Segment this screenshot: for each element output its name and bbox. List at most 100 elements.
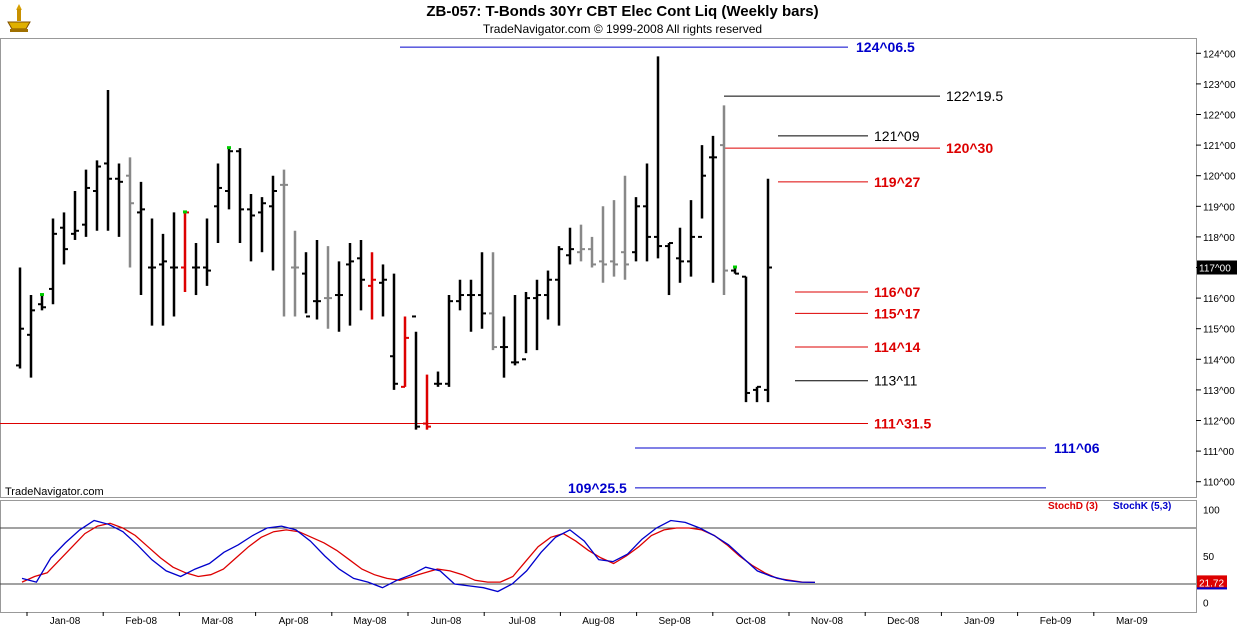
ohlc-bar	[379, 264, 387, 317]
ohlc-bar	[478, 252, 486, 329]
ohlc-bar	[258, 197, 266, 253]
price-panel-frame	[0, 38, 1197, 498]
stoch-series-line	[21, 519, 816, 593]
ohlc-bar	[577, 224, 585, 262]
bar-signal-mark	[183, 210, 187, 214]
y-tick-label: 113^00	[1203, 386, 1235, 397]
last-price-label: 117^00	[1199, 264, 1231, 275]
ohlc-bar	[324, 246, 332, 329]
y-tick-label: 112^00	[1203, 417, 1235, 428]
ohlc-bar	[401, 316, 409, 388]
ohlc-bar	[731, 265, 739, 275]
ohlc-bar	[390, 273, 398, 390]
ohlc-bar	[159, 233, 167, 326]
ohlc-bar	[566, 227, 574, 265]
y-tick-label: 122^00	[1203, 111, 1236, 122]
x-month-label: Dec-08	[887, 616, 920, 627]
ohlc-bar	[225, 146, 233, 210]
stoch-y-tick-label: 0	[1203, 599, 1209, 610]
ohlc-bar	[368, 252, 376, 320]
stoch-legend-label: StochK (5,3)	[1113, 501, 1171, 512]
level-label: 124^06.5	[856, 39, 915, 55]
ohlc-bar	[687, 200, 695, 277]
ohlc-bar	[709, 135, 717, 283]
y-tick-label: 114^00	[1203, 355, 1235, 366]
ohlc-bar	[533, 279, 541, 351]
ohlc-bar	[544, 270, 552, 320]
ohlc-bar	[214, 163, 222, 244]
ohlc-bar	[346, 243, 354, 326]
stoch-legend-label: StochD (3)	[1048, 501, 1098, 512]
x-month-label: Nov-08	[811, 616, 844, 627]
level-label: 122^19.5	[946, 88, 1003, 104]
x-month-label: Jan-09	[964, 616, 995, 627]
ohlc-bar	[126, 157, 134, 268]
ohlc-bar	[621, 175, 629, 280]
level-label: 119^27	[874, 174, 921, 190]
ohlc-bar	[555, 246, 563, 326]
ohlc-bar	[654, 56, 662, 259]
level-label: 116^07	[874, 284, 921, 300]
ohlc-bar	[753, 385, 761, 403]
ohlc-bar	[588, 236, 596, 268]
ohlc-bar	[742, 275, 750, 403]
ohlc-bar	[16, 267, 24, 369]
ohlc-bar	[291, 230, 299, 317]
ohlc-bar	[137, 181, 145, 296]
ohlc-bar	[665, 242, 673, 296]
stoch-last-value-box	[1197, 575, 1227, 590]
stoch-y-tick-label: 100	[1203, 505, 1220, 516]
y-tick-label: 110^00	[1203, 478, 1235, 489]
bar-signal-mark	[40, 293, 44, 297]
y-tick-label: 124^00	[1203, 49, 1236, 60]
level-label: 111^06	[1054, 440, 1100, 456]
ohlc-bar	[104, 90, 112, 231]
bar-signal-mark	[227, 146, 231, 150]
copyright-subtitle: TradeNavigator.com © 1999-2008 All right…	[482, 22, 763, 36]
stoch-series-line	[21, 522, 816, 584]
ohlc-bar	[93, 160, 101, 231]
y-tick-label: 111^00	[1203, 447, 1234, 458]
y-tick-label: 115^00	[1203, 325, 1235, 336]
x-month-label: Aug-08	[582, 616, 615, 627]
tradenavigator-logo-icon	[4, 2, 34, 34]
y-tick-label: 121^00	[1203, 141, 1236, 152]
ohlc-bar	[60, 212, 68, 265]
ohlc-bar	[247, 194, 255, 262]
y-tick-label: 116^00	[1203, 294, 1235, 305]
ohlc-bar	[280, 169, 288, 317]
level-label: 111^31.5	[874, 416, 931, 432]
x-month-label: Jan-08	[50, 616, 81, 627]
ohlc-bar	[313, 239, 321, 320]
ohlc-bar	[599, 206, 607, 283]
y-tick-label: 123^00	[1203, 80, 1236, 91]
ohlc-bar	[643, 163, 651, 262]
x-month-label: Feb-08	[125, 616, 157, 627]
ohlc-bar	[192, 243, 200, 296]
level-label: 109^25.5	[568, 480, 627, 496]
ohlc-bar	[489, 252, 497, 351]
level-label: 113^11	[874, 373, 918, 389]
ohlc-bar	[38, 293, 46, 311]
stoch-panel-frame	[0, 500, 1197, 613]
x-month-label: Apr-08	[279, 616, 309, 627]
ohlc-bar	[115, 163, 123, 237]
level-label: 114^14	[874, 339, 921, 355]
ohlc-bar	[236, 148, 244, 244]
ohlc-bar	[148, 218, 156, 326]
ohlc-bar	[269, 175, 277, 271]
y-tick-label: 118^00	[1203, 233, 1235, 244]
x-month-label: Jul-08	[509, 616, 537, 627]
bar-signal-mark	[733, 265, 737, 269]
ohlc-bar	[434, 371, 442, 387]
x-month-label: Mar-08	[202, 616, 234, 627]
ohlc-bar	[27, 295, 35, 378]
ohlc-bar	[445, 295, 453, 387]
ohlc-bar	[203, 218, 211, 286]
ohlc-bar	[764, 178, 772, 403]
x-month-label: Sep-08	[658, 616, 691, 627]
level-label: 121^09	[874, 128, 920, 144]
ohlc-bar	[302, 252, 310, 318]
ohlc-bar	[610, 200, 618, 277]
